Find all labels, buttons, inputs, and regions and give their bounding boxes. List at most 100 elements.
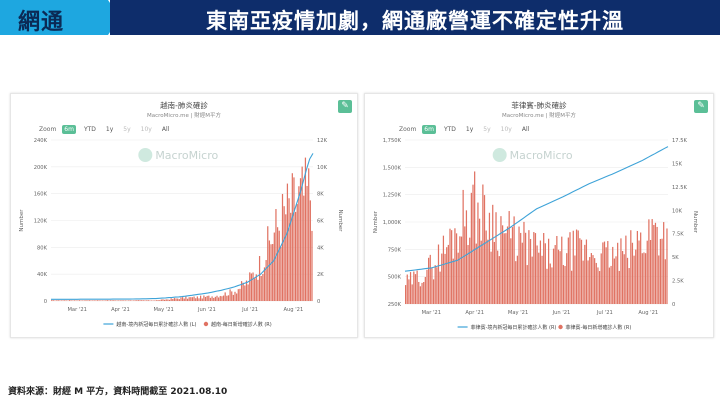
legend-label: 越南-每日新增確診人數 (R) [211, 321, 272, 328]
data-bar [290, 212, 292, 301]
data-bar [437, 244, 440, 304]
data-bar [454, 228, 456, 304]
data-bar [239, 288, 241, 301]
data-bar [411, 284, 413, 304]
zoom-ytd-button[interactable]: YTD [83, 126, 96, 133]
data-bar [439, 271, 441, 304]
data-bar [539, 240, 542, 304]
data-bar [247, 284, 249, 301]
chart-title: 菲律賓-肺炎確診 [511, 101, 567, 110]
data-bar [493, 241, 495, 304]
data-bar [431, 268, 433, 304]
y-right-tick-label: 5K [672, 255, 679, 261]
data-bar [621, 251, 624, 304]
data-bar [605, 247, 607, 304]
data-bar [405, 285, 407, 304]
data-bar [536, 245, 538, 304]
page-title: 東南亞疫情加劇，網通廠營運不確定性升溫 [206, 9, 624, 33]
data-bar [549, 263, 551, 304]
data-bar [80, 300, 82, 301]
data-bar [124, 300, 126, 301]
data-bar [488, 212, 491, 304]
data-bar [82, 300, 84, 301]
zoom-6m-button[interactable]: 6m [422, 125, 436, 134]
data-bar [65, 300, 67, 301]
data-bar [446, 247, 448, 304]
data-bar [470, 192, 472, 304]
data-bar [118, 300, 120, 301]
data-bar [648, 219, 650, 304]
data-bar [643, 252, 645, 304]
data-bar [262, 274, 264, 301]
chart-panel-vietnam: 0 40K 80K 120K 160K 200K 240K 0 2K 4K 6K 8K 10K 12K Nu… [10, 93, 358, 338]
data-bar [263, 267, 266, 301]
data-bar [640, 232, 642, 304]
zoom-5y-button[interactable]: 5y [123, 126, 131, 133]
data-bar [564, 266, 566, 304]
zoom-10y-button[interactable]: 10y [500, 126, 512, 133]
data-bar [163, 299, 166, 301]
edit-chart-button[interactable]: ✎ [338, 100, 352, 113]
data-bar [183, 298, 185, 301]
zoom-1y-button[interactable]: 1y [105, 126, 114, 133]
data-bar [216, 295, 218, 301]
data-bar [492, 204, 494, 304]
data-bar [406, 274, 408, 304]
data-bar [100, 300, 102, 301]
data-bar [67, 300, 69, 301]
data-bar [585, 239, 588, 304]
chart-panel-philippines: 250K 500K 750K 1,000K 1,250K 1,500K 1,750K 0 2.5… [364, 93, 714, 338]
data-line [404, 146, 669, 272]
data-bar [485, 230, 487, 304]
chart-vietnam: 0 40K 80K 120K 160K 200K 240K 0 2K 4K 6K 8K 10K 12K Nu… [19, 138, 343, 328]
y-right-tick-label: 0 [317, 299, 320, 305]
data-bar [511, 227, 514, 304]
y-left-tick-label: 1,000K [383, 220, 402, 226]
zoom-6m-button[interactable]: 6m [62, 125, 76, 134]
zoom-all-button[interactable]: All [161, 126, 170, 133]
data-bar [534, 233, 537, 304]
data-bar [237, 289, 239, 301]
data-bar [580, 239, 583, 304]
y-left-axis-label: Number [19, 209, 25, 232]
zoom-1y-button[interactable]: 1y [465, 126, 474, 133]
zoom-ytd-button[interactable]: YTD [443, 126, 456, 133]
zoom-10y-button[interactable]: 10y [140, 126, 152, 133]
legend-label: 菲律賓-境內新冠每日累計確診人數 (R) [471, 324, 557, 331]
data-bar [147, 300, 149, 301]
data-bar [265, 260, 267, 301]
data-bar [608, 267, 611, 304]
data-bar [260, 276, 262, 301]
data-bar [603, 241, 606, 304]
data-bar [441, 253, 443, 304]
data-bar [155, 300, 158, 301]
edit-chart-button[interactable]: ✎ [694, 100, 708, 113]
data-bar [428, 257, 430, 304]
title-bar: 東南亞疫情加劇，網通廠營運不確定性升溫 [110, 0, 720, 35]
data-bar [83, 300, 85, 301]
data-bar [556, 235, 558, 304]
data-bar [409, 272, 412, 304]
legend-label: 菲律賓-每日新增確診人數 (R) [566, 324, 632, 331]
data-bar [54, 300, 56, 301]
data-bar [64, 300, 66, 301]
data-bar [105, 300, 107, 301]
data-bar [630, 230, 632, 304]
data-bar [610, 265, 612, 304]
data-bar [108, 300, 110, 301]
data-bar [278, 230, 280, 301]
data-bar [544, 243, 546, 304]
x-tick-label: Jun '21 [552, 310, 571, 316]
data-bar [129, 300, 131, 301]
y-right-tick-label: 10K [317, 165, 328, 171]
zoom-5y-button[interactable]: 5y [483, 126, 491, 133]
data-bar [231, 291, 233, 301]
data-bar [178, 299, 180, 301]
data-bar [546, 268, 548, 304]
data-bar [250, 273, 253, 301]
data-bar [62, 300, 64, 301]
data-bar [132, 300, 135, 301]
data-bar [219, 295, 221, 301]
zoom-all-button[interactable]: All [521, 126, 530, 133]
data-bar [636, 230, 639, 304]
